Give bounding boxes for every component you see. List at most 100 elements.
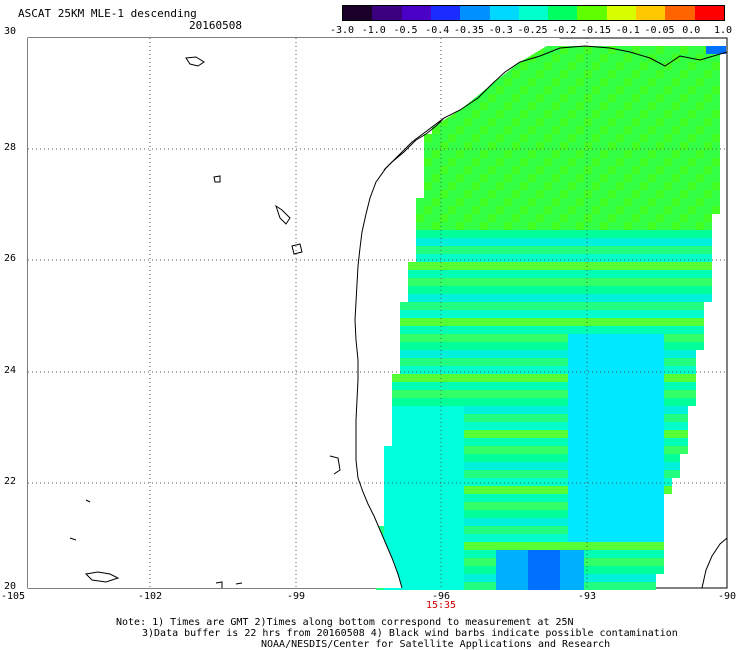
swath-cell xyxy=(440,230,448,238)
swath-cell xyxy=(416,534,424,542)
swath-cell xyxy=(688,214,696,222)
inland-lake-9 xyxy=(85,499,91,503)
swath-cell xyxy=(680,102,688,110)
lat-label-26: 26 xyxy=(4,253,17,264)
swath-cell xyxy=(464,470,472,478)
swath-cell xyxy=(488,366,496,374)
swath-cell xyxy=(424,182,432,190)
swath-cell xyxy=(432,126,440,134)
swath-cell xyxy=(560,510,568,518)
swath-cell xyxy=(552,462,560,470)
swath-cell xyxy=(552,422,560,430)
swath-cell xyxy=(568,278,576,286)
swath-cell xyxy=(408,270,416,278)
swath-cell xyxy=(488,310,496,318)
swath-cell xyxy=(672,334,680,342)
swath-cell xyxy=(520,158,528,166)
swath-cell xyxy=(416,398,424,406)
swath-cell xyxy=(536,558,544,566)
swath-cell xyxy=(712,174,720,182)
swath-cell xyxy=(496,374,504,382)
swath-cell xyxy=(408,358,416,366)
swath-cell xyxy=(480,166,488,174)
swath-cell xyxy=(512,166,520,174)
swath-cell xyxy=(480,310,488,318)
swath-cell xyxy=(608,582,616,590)
swath-cell xyxy=(512,142,520,150)
swath-cell xyxy=(624,78,632,86)
swath-cell xyxy=(616,214,624,222)
swath-cell xyxy=(648,454,656,462)
swath-cell xyxy=(416,246,424,254)
swath-cell xyxy=(680,246,688,254)
lon-label-93: -93 xyxy=(577,591,597,602)
swath-cell xyxy=(456,222,464,230)
swath-cell xyxy=(664,342,672,350)
swath-cell xyxy=(464,350,472,358)
swath-cell xyxy=(592,494,600,502)
swath-cell xyxy=(624,446,632,454)
swath-cell xyxy=(480,566,488,574)
swath-cell xyxy=(656,318,664,326)
swath-cell xyxy=(592,566,600,574)
swath-cell xyxy=(592,422,600,430)
swath-cell xyxy=(656,262,664,270)
swath-cell xyxy=(648,406,656,414)
swath-cell xyxy=(488,246,496,254)
swath-cell xyxy=(640,486,648,494)
swath-cell xyxy=(480,406,488,414)
swath-cell xyxy=(472,190,480,198)
swath-cell xyxy=(560,582,568,590)
swath-cell xyxy=(480,118,488,126)
swath-cell xyxy=(672,446,680,454)
inland-lake-6 xyxy=(215,581,223,588)
swath-cell xyxy=(440,470,448,478)
swath-cell xyxy=(608,174,616,182)
swath-cell xyxy=(648,46,656,54)
swath-cell xyxy=(632,214,640,222)
swath-cell xyxy=(456,254,464,262)
swath-cell xyxy=(432,134,440,142)
swath-cell xyxy=(416,334,424,342)
swath-cell xyxy=(520,70,528,78)
yucatan-coast-line xyxy=(701,537,728,589)
swath-cell xyxy=(600,534,608,542)
swath-cell xyxy=(488,94,496,102)
swath-cell xyxy=(496,262,504,270)
swath-cell xyxy=(560,470,568,478)
swath-cell xyxy=(672,150,680,158)
swath-cell xyxy=(688,158,696,166)
swath-cell xyxy=(536,230,544,238)
swath-cell xyxy=(504,478,512,486)
swath-cell xyxy=(512,238,520,246)
swath-cell xyxy=(560,502,568,510)
swath-cell xyxy=(608,510,616,518)
swath-cell xyxy=(480,390,488,398)
swath-cell xyxy=(520,150,528,158)
swath-cell xyxy=(576,118,584,126)
swath-cell xyxy=(560,494,568,502)
swath-cell xyxy=(600,78,608,86)
swath-cell xyxy=(424,382,432,390)
swath-cell xyxy=(552,446,560,454)
swath-cell xyxy=(472,142,480,150)
swath-cell xyxy=(640,326,648,334)
swath-cell xyxy=(472,558,480,566)
swath-cell xyxy=(576,286,584,294)
inland-lake-5 xyxy=(84,571,120,583)
swath-cell xyxy=(584,166,592,174)
swath-cell xyxy=(600,158,608,166)
swath-cell xyxy=(528,358,536,366)
swath-cell xyxy=(504,374,512,382)
swath-cell xyxy=(560,70,568,78)
swath-cell xyxy=(608,334,616,342)
swath-cell xyxy=(648,62,656,70)
swath-cell xyxy=(472,454,480,462)
swath-cell xyxy=(456,246,464,254)
swath-cell xyxy=(616,342,624,350)
swath-cell xyxy=(552,118,560,126)
swath-cell xyxy=(656,206,664,214)
swath-cell xyxy=(504,158,512,166)
swath-cell xyxy=(544,286,552,294)
swath-cell xyxy=(512,350,520,358)
